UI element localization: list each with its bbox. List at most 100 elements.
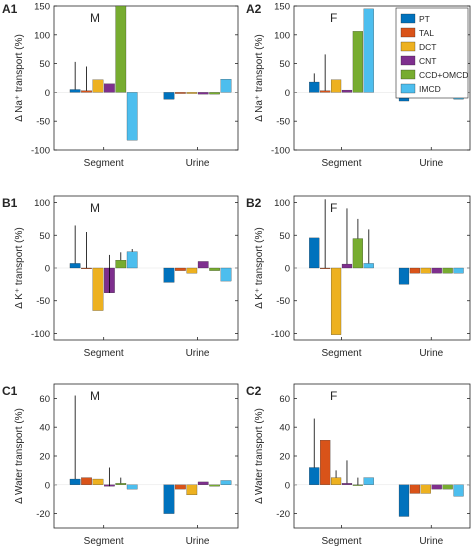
bar-imcd [363,263,374,269]
y-axis-label: Δ Na⁺ transport (%) [254,34,265,122]
x-tick-label: Segment [84,536,124,547]
x-tick-label: Segment [84,348,124,359]
bar-imcd [126,251,138,269]
sex-label: F [330,11,337,25]
bar-dct [330,79,342,93]
legend-label: CNT [419,56,436,66]
legend: PT TAL DCT CNT CCD+OMCD IMCD [395,7,468,99]
bar-dct [186,92,198,94]
bar-cnt [197,261,209,269]
bar-pt [309,467,320,485]
y-tick-label: 150 [274,2,290,13]
sex-label: M [90,201,100,215]
x-tick-label: Urine [186,536,210,547]
bar-ccd-omcd [115,483,127,485]
y-tick-label: 100 [274,30,290,41]
y-tick-label: 50 [39,231,50,242]
bar-tal [409,484,420,494]
chart-panel-a1: -100 -50 0 50 100 150 Δ Na⁺ transport (%) Segme… [2,2,239,169]
bar-tal [175,267,186,271]
bar-pt [309,237,320,269]
y-tick-label: -50 [36,117,50,128]
bar-tal [81,477,92,485]
y-tick-label: 100 [274,198,290,209]
legend-swatch [400,69,416,80]
chart-panel-c1: -20 0 20 40 60 Δ Water transport (%) Segment Ur… [2,383,239,547]
panel-label: B2 [246,196,262,210]
bar-ccd-omcd [209,92,220,95]
bar-ccd-omcd [115,5,127,93]
sex-label: M [90,11,100,25]
bar-dct [330,477,342,485]
y-tick-label: 0 [45,88,50,99]
bar-pt [163,484,175,514]
y-tick-label: 0 [285,264,290,275]
y-tick-label: 0 [45,264,50,275]
panel-label: A1 [2,2,18,16]
y-tick-label: 150 [34,2,50,13]
bar-dct [186,267,198,274]
panel-label: C2 [246,384,262,398]
bar-cnt [341,263,353,269]
legend-swatch [400,27,416,38]
y-tick-label: -100 [271,329,290,340]
y-tick-label: 60 [279,394,290,405]
panel-label: B1 [2,196,18,210]
sex-label: M [90,389,100,403]
sex-label: F [330,201,337,215]
sex-label: F [330,389,337,403]
y-tick-label: 60 [39,394,50,405]
y-tick-label: -50 [276,296,290,307]
bar-imcd [220,79,232,93]
bar-tal [320,90,331,93]
bar-imcd [453,267,464,274]
y-tick-label: 20 [39,452,50,463]
legend-swatch [400,83,416,94]
bar-dct [330,267,342,335]
y-axis-label: Δ Na⁺ transport (%) [14,34,25,122]
legend-swatch [400,55,416,66]
bar-cnt [341,483,353,485]
bar-tal [409,267,420,274]
y-tick-label: -100 [31,329,50,340]
chart-panel-b2: -100 -50 0 50 100 Δ K⁺ transport (%) Segment Ur… [246,195,471,359]
bar-dct [92,267,104,311]
plot-frame [53,383,239,529]
bar-cnt [104,83,115,93]
bar-ccd-omcd [442,484,453,490]
bar-imcd [126,92,138,141]
bar-tal [81,90,92,93]
y-axis-label: Δ K⁺ transport (%) [254,227,265,308]
bar-ccd-omcd [352,31,363,93]
y-axis-label: Δ Water transport (%) [14,408,25,504]
bar-imcd [453,484,464,497]
bar-imcd [363,8,374,93]
y-tick-label: 40 [39,423,50,434]
bar-dct [420,267,431,274]
y-tick-label: 0 [45,480,50,491]
bar-tal [175,92,186,94]
x-tick-label: Urine [186,158,210,169]
y-tick-label: -100 [31,146,50,157]
bar-ccd-omcd [442,267,453,274]
bar-ccd-omcd [352,484,363,486]
y-tick-label: 50 [279,59,290,70]
y-tick-label: 0 [285,88,290,99]
y-tick-label: 40 [279,423,290,434]
bar-pt [69,478,81,485]
bar-cnt [341,89,353,93]
y-tick-label: -20 [36,509,50,520]
x-tick-label: Segment [322,536,362,547]
bar-pt [163,267,175,283]
y-tick-label: 20 [279,452,290,463]
bar-imcd [363,477,374,485]
bar-tal [81,267,92,269]
y-tick-label: 100 [34,30,50,41]
bar-ccd-omcd [209,484,220,487]
bar-dct [92,478,104,485]
bar-pt [163,92,175,100]
bar-tal [320,440,331,485]
legend-label: CCD+OMCD [419,70,468,80]
bar-pt [398,484,410,517]
